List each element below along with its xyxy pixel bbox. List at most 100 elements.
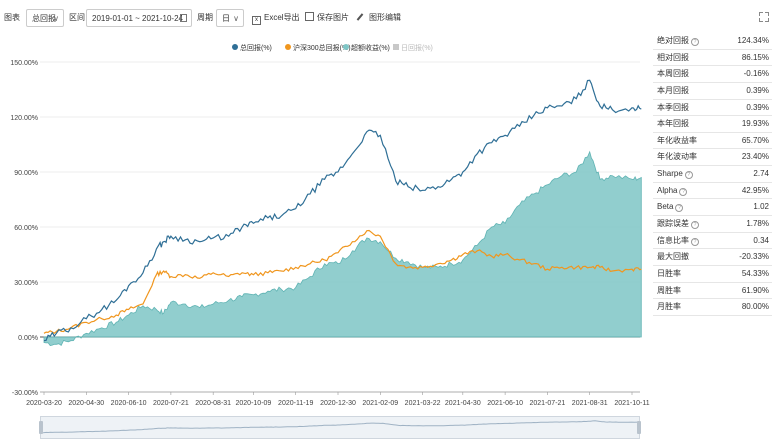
stat-row: 日胜率 54.33% [653, 266, 772, 283]
y-axis: 150.00% 120.00% 90.00% 60.00% 30.00% 0.00% -30… [10, 60, 38, 397]
stat-value: 1.78% [746, 219, 769, 229]
navigator-right-handle[interactable] [637, 421, 641, 434]
stat-label: 信息比率? [657, 233, 699, 248]
legend-label: 沪深300总回报(%) [293, 43, 351, 52]
range-label: 区间 [69, 13, 85, 22]
stat-label: 年化波动率 [657, 152, 697, 162]
y-tick-label: 60.00% [14, 225, 38, 232]
legend-label: 总回报(%) [240, 43, 272, 52]
x-tick-label: 2021-03-22 [405, 400, 441, 407]
stat-value: 124.34% [737, 36, 769, 45]
info-icon[interactable]: ? [679, 187, 688, 196]
period-select-value: 日 [222, 14, 230, 23]
range-navigator[interactable] [39, 416, 641, 439]
legend-label: 日回报(%) [401, 43, 433, 52]
stat-row: 月胜率 80.00% [653, 299, 772, 316]
stat-row: 本月回报 0.39% [653, 83, 772, 100]
stat-value: 0.39% [746, 85, 769, 95]
stat-value: 65.70% [741, 135, 769, 145]
stat-value: 86.15% [741, 52, 769, 62]
legend-label: 超额收益(%) [351, 43, 390, 52]
calendar-icon [180, 14, 187, 22]
stat-row: 信息比率? 0.34 [653, 233, 772, 250]
stat-row: 周胜率 61.90% [653, 283, 772, 300]
y-tick-label: 0.00% [18, 335, 38, 342]
info-icon[interactable]: ? [684, 171, 693, 180]
x-tick-label: 2021-08-31 [572, 400, 608, 407]
legend-marker [343, 44, 349, 50]
stat-label: 年化收益率 [657, 135, 697, 145]
stat-label: Alpha? [657, 183, 688, 198]
stat-label: 本月回报 [657, 85, 689, 95]
info-icon[interactable]: ? [675, 204, 684, 213]
stat-row: 相对回报 86.15% [653, 50, 772, 67]
stat-row: 本年回报 19.93% [653, 116, 772, 133]
stat-row: 本季回报 0.39% [653, 100, 772, 117]
stat-value: 23.40% [741, 152, 769, 162]
y-tick-label: -30.00% [12, 390, 38, 397]
return-chart: 总回报(%) 沪深300总回报(%) 超额收益(%) 日回报(%) 150.00% 12… [10, 43, 650, 407]
stat-label: 跟踪误差? [657, 216, 699, 231]
csi300-line [43, 229, 642, 335]
stat-label: Sharpe? [657, 166, 693, 181]
stat-value: 0.34 [753, 235, 769, 245]
stat-value: -20.33% [739, 252, 769, 262]
stat-row: Alpha? 42.95% [653, 183, 772, 200]
info-icon[interactable]: ? [691, 237, 699, 246]
stat-value: 42.95% [741, 185, 769, 195]
navigator-preview [41, 420, 639, 434]
y-tick-label: 90.00% [14, 170, 38, 177]
excess-area [43, 150, 642, 347]
excel-export-button[interactable]: x Excel导出 [252, 9, 300, 27]
x-tick-label: 2021-07-21 [530, 400, 566, 407]
x-tick-label: 2020-07-21 [153, 400, 189, 407]
excel-icon: x [252, 16, 261, 25]
date-range-value: 2019-01-01 ~ 2021-10-24 [92, 14, 183, 23]
stat-label: 日胜率 [657, 268, 681, 278]
metric-select[interactable]: 总回报 ∨ [26, 9, 64, 27]
info-icon[interactable]: ? [691, 38, 699, 46]
legend-marker [232, 44, 238, 50]
stat-label: Beta? [657, 199, 684, 214]
x-tick-label: 2020-10-09 [236, 400, 272, 407]
stat-label: 本年回报 [657, 119, 689, 129]
save-image-button[interactable]: 保存图片 [305, 9, 349, 27]
x-tick-label: 2021-06-10 [487, 400, 523, 407]
chart-label: 图表 [4, 13, 20, 22]
x-tick-label: 2020-08-31 [195, 400, 231, 407]
save-image-icon [305, 12, 314, 21]
stat-value: 19.93% [741, 119, 769, 129]
expand-icon[interactable] [759, 12, 769, 22]
stat-label: 绝对回报? [657, 33, 699, 48]
toolbar: 图表 总回报 ∨ 区间 2019-01-01 ~ 2021-10-24 周期 日… [0, 4, 777, 32]
total-return-line [43, 79, 642, 342]
date-range-input[interactable]: 2019-01-01 ~ 2021-10-24 [86, 9, 192, 27]
y-tick-label: 30.00% [14, 280, 38, 287]
stat-value: -0.16% [743, 69, 769, 79]
stat-value: 1.02 [753, 202, 769, 212]
chevron-down-icon: ∨ [233, 14, 239, 23]
info-icon[interactable]: ? [691, 221, 699, 230]
stat-row: Sharpe? 2.74 [653, 166, 772, 183]
stat-row: 绝对回报? 124.34% [653, 33, 772, 50]
stats-panel: 绝对回报? 124.34% 相对回报 86.15% 本周回报 -0.16% 本月回报 0.39… [653, 33, 772, 316]
y-tick-label: 120.00% [10, 115, 38, 122]
stat-label: 月胜率 [657, 302, 681, 312]
legend-marker [393, 44, 399, 50]
period-select[interactable]: 日 ∨ [216, 9, 244, 27]
stat-row: 年化收益率 65.70% [653, 133, 772, 150]
excess-area-path [43, 150, 642, 347]
edit-icon [356, 13, 364, 21]
x-tick-label: 2020-11-19 [278, 400, 313, 407]
edit-chart-button[interactable]: 图形编辑 [356, 9, 401, 27]
x-axis: 2020-03-20 2020-04-30 2020-06-10 2020-07-21… [26, 391, 650, 407]
legend-marker [285, 44, 291, 50]
stat-label: 周胜率 [657, 285, 681, 295]
stat-label: 本季回报 [657, 102, 689, 112]
stat-value: 0.39% [746, 102, 769, 112]
navigator-left-handle[interactable] [39, 421, 43, 434]
stat-row: Beta? 1.02 [653, 199, 772, 217]
stat-row: 跟踪误差? 1.78% [653, 216, 772, 233]
x-tick-label: 2021-02-09 [362, 400, 398, 407]
y-tick-label: 150.00% [10, 60, 38, 67]
